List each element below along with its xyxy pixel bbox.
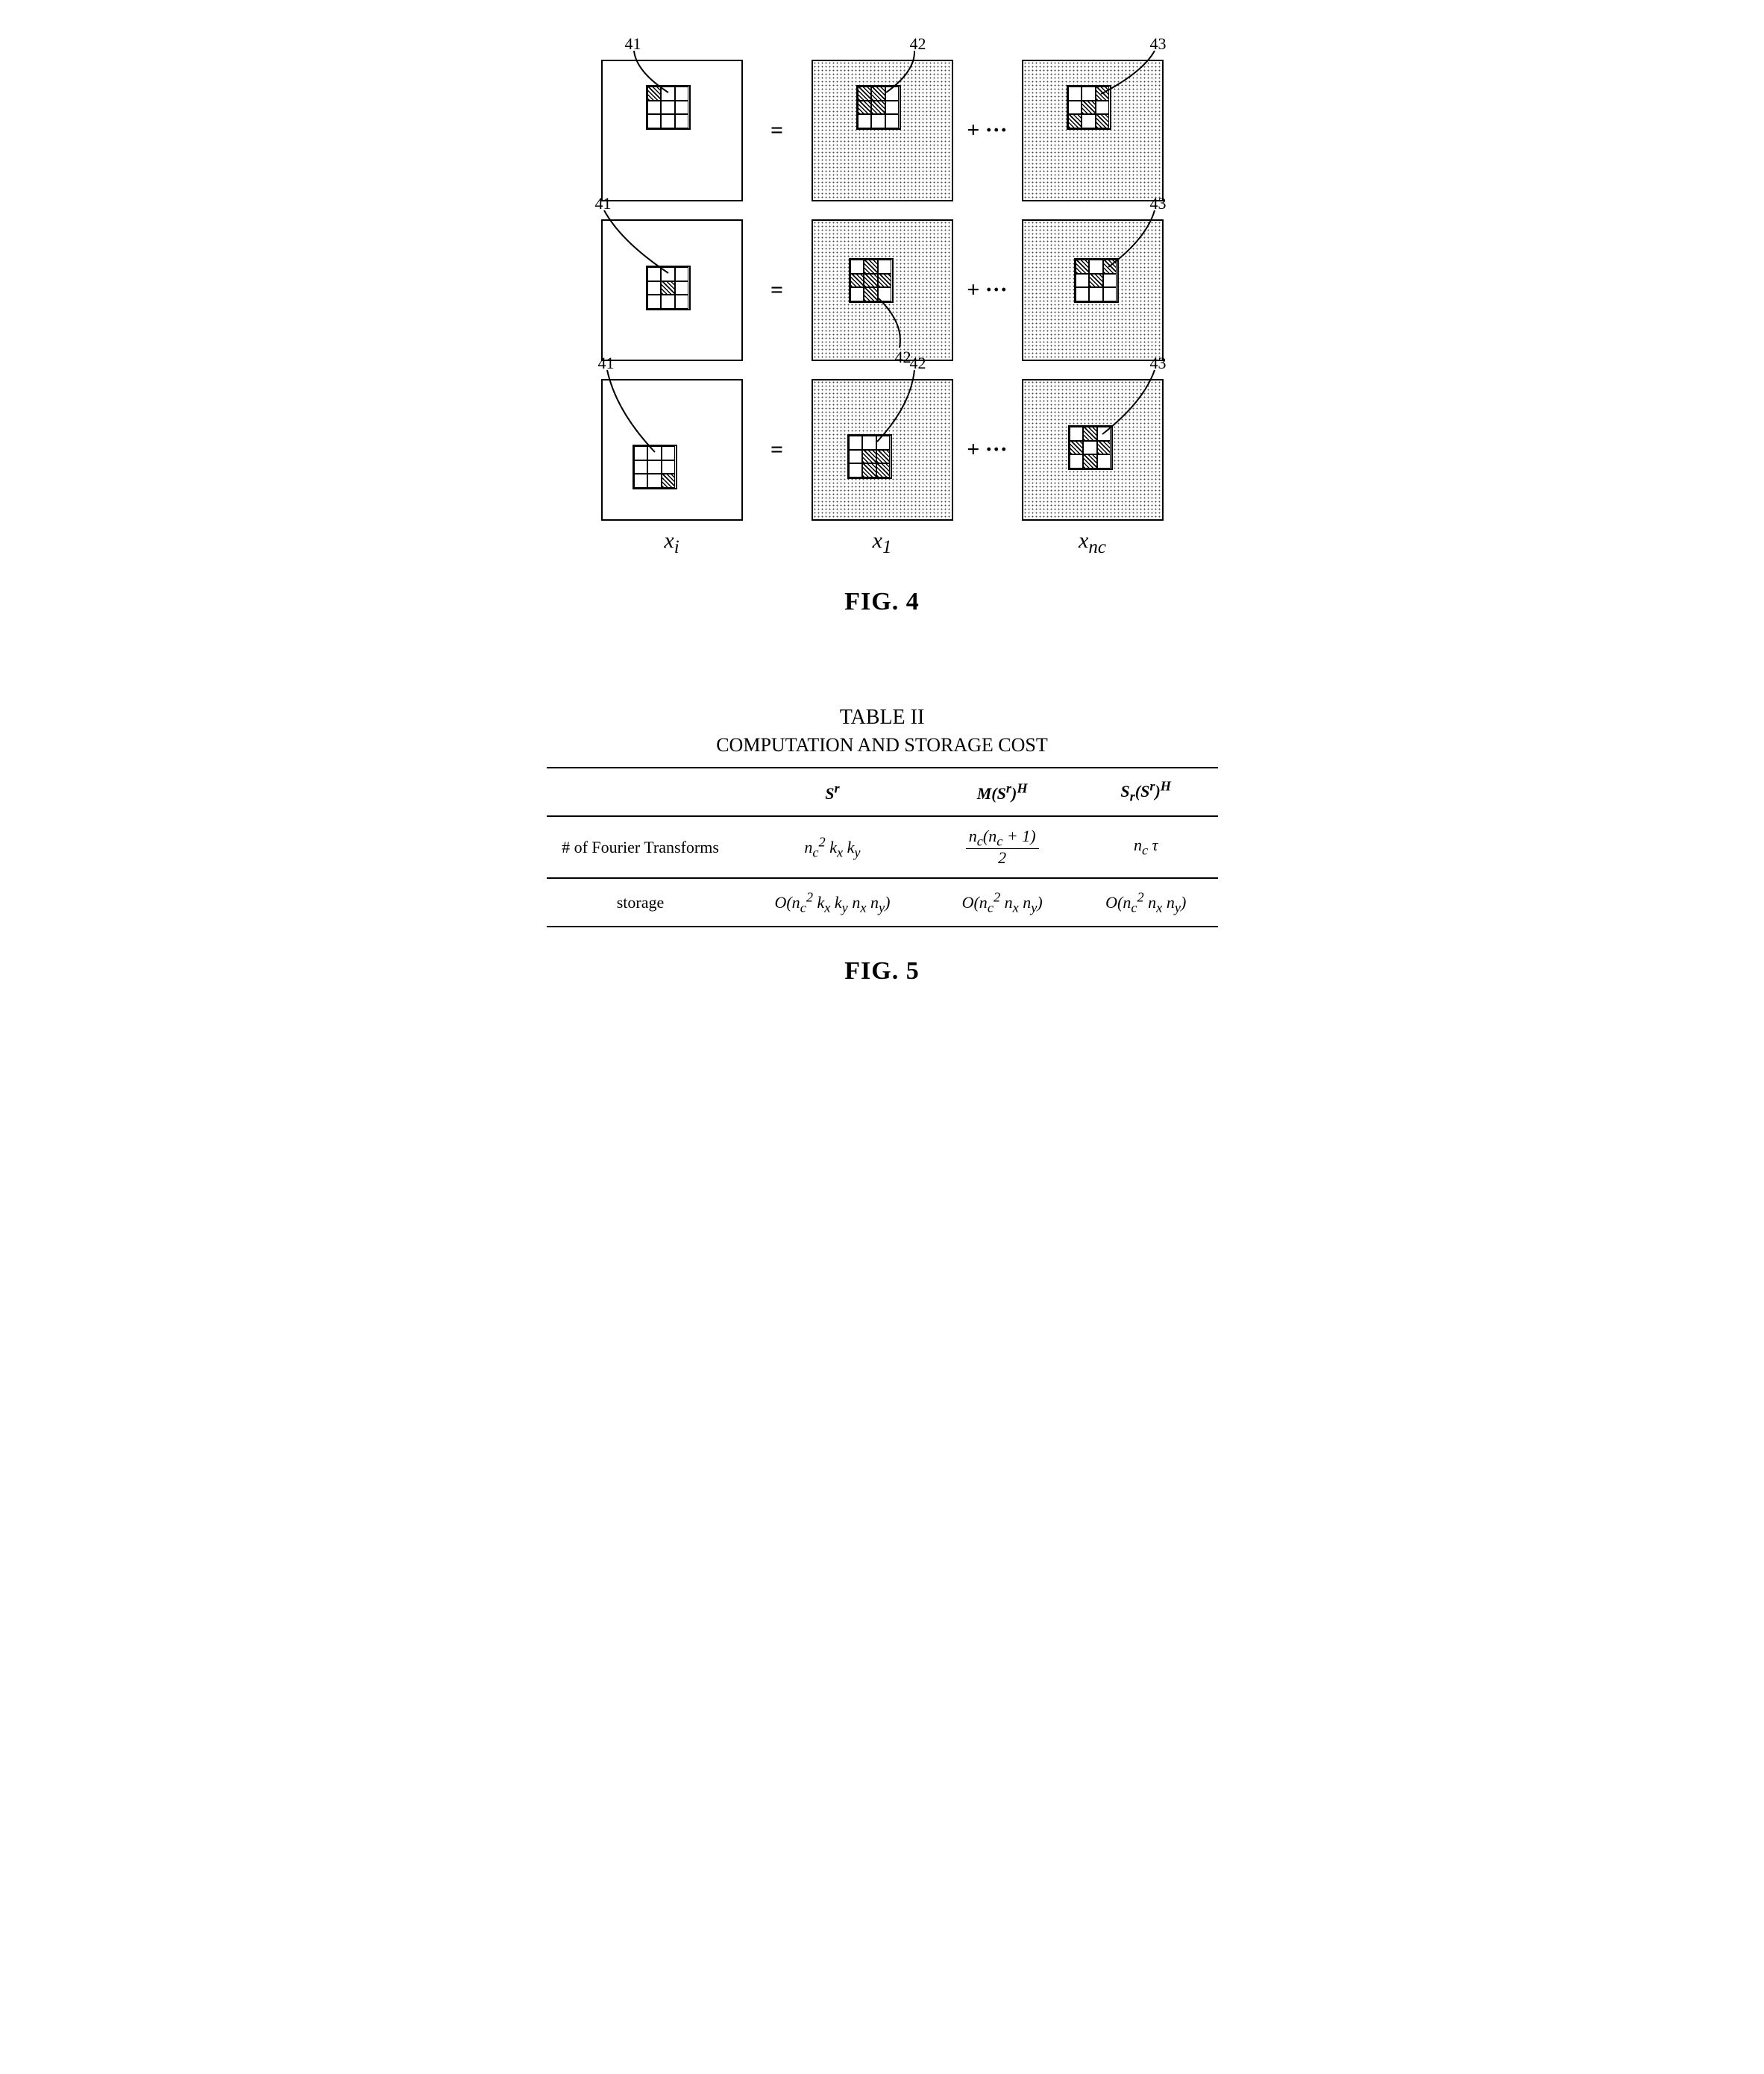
operator-equals: = (756, 118, 798, 143)
panel-xi: 41 (601, 219, 743, 361)
figure-4: 41 = 42 + ··· 43 41 = 42 + ··· 43 41 = 42 + ··· 43 xi … (547, 60, 1218, 616)
table-header-cell (547, 768, 735, 816)
figure-4-rows: 41 = 42 + ··· 43 41 = 42 + ··· 43 41 = 42 + ··· 43 (547, 60, 1218, 521)
table-cell: nc(nc + 1)2 (930, 816, 1074, 879)
table-row: storageO(nc2 kx ky nx ny)O(nc2 nx ny)O(n… (547, 878, 1218, 927)
axis-label-xnc-sub: nc (1088, 537, 1106, 557)
panel-xnc: 43 (1022, 379, 1164, 521)
figure-5-caption: FIG. 5 (547, 957, 1218, 986)
table-header-cell: Sr(Sr)H (1074, 768, 1218, 816)
table-header-cell: Sr (735, 768, 931, 816)
cost-table: Sr M(Sr)H Sr(Sr)H # of Fourier Transform… (547, 767, 1218, 927)
ref-label-42: 42 (910, 354, 926, 373)
ref-label-43: 43 (1150, 194, 1167, 213)
panel-x1: 42 (812, 60, 953, 201)
operator-plus-dots: + ··· (967, 278, 1008, 303)
panel-xi: 41 (601, 60, 743, 201)
callout-lead (813, 380, 952, 519)
callout-lead (1023, 61, 1162, 200)
row-label: storage (547, 878, 735, 927)
operator-plus-dots: + ··· (967, 118, 1008, 143)
ref-label-41: 41 (598, 354, 615, 373)
callout-lead (1023, 221, 1162, 360)
operator-equals: = (756, 278, 798, 303)
callout-lead (813, 61, 952, 200)
operator-equals: = (756, 437, 798, 463)
axis-label-xi-sub: i (674, 537, 679, 557)
callout-lead (813, 221, 952, 360)
ref-label-42: 42 (910, 34, 926, 54)
table-cell: O(nc2 kx ky nx ny) (735, 878, 931, 927)
table-row: # of Fourier Transformsnc2 kx kync(nc + … (547, 816, 1218, 879)
panel-xnc: 43 (1022, 60, 1164, 201)
table-header-row: Sr M(Sr)H Sr(Sr)H (547, 768, 1218, 816)
axis-label-xnc: xnc (1022, 528, 1164, 558)
ref-label-41: 41 (625, 34, 641, 54)
table-subtitle: COMPUTATION AND STORAGE COST (547, 734, 1218, 756)
figure-4-caption: FIG. 4 (547, 588, 1218, 616)
panel-x1: 42 (812, 219, 953, 361)
callout-lead (603, 61, 741, 200)
figure-5: TABLE II COMPUTATION AND STORAGE COST Sr… (547, 706, 1218, 986)
ref-label-41: 41 (595, 194, 612, 213)
axis-label-x1: x1 (812, 528, 953, 558)
ref-label-43: 43 (1150, 354, 1167, 373)
table-header-cell: M(Sr)H (930, 768, 1074, 816)
callout-lead (603, 380, 741, 519)
table-cell: nc τ (1074, 816, 1218, 879)
row-label: # of Fourier Transforms (547, 816, 735, 879)
table-cell: O(nc2 nx ny) (1074, 878, 1218, 927)
figure-4-axis-labels: xi x1 xnc (547, 528, 1218, 558)
figure-4-row: 41 = 42 + ··· 43 (547, 379, 1218, 521)
table-title: TABLE II (547, 706, 1218, 730)
callout-lead (1023, 380, 1162, 519)
panel-x1: 42 (812, 379, 953, 521)
figure-4-row: 41 = 42 + ··· 43 (547, 60, 1218, 201)
axis-label-x1-sub: 1 (882, 537, 892, 557)
table-cell: nc2 kx ky (735, 816, 931, 879)
axis-label-xi: xi (601, 528, 743, 558)
axis-label-x1-base: x (873, 528, 882, 553)
figure-4-row: 41 = 42 + ··· 43 (547, 219, 1218, 361)
callout-lead (603, 221, 741, 360)
operator-plus-dots: + ··· (967, 437, 1008, 463)
panel-xnc: 43 (1022, 219, 1164, 361)
axis-label-xnc-base: x (1079, 528, 1088, 553)
axis-label-xi-base: x (664, 528, 674, 553)
ref-label-43: 43 (1150, 34, 1167, 54)
panel-xi: 41 (601, 379, 743, 521)
table-cell: O(nc2 nx ny) (930, 878, 1074, 927)
